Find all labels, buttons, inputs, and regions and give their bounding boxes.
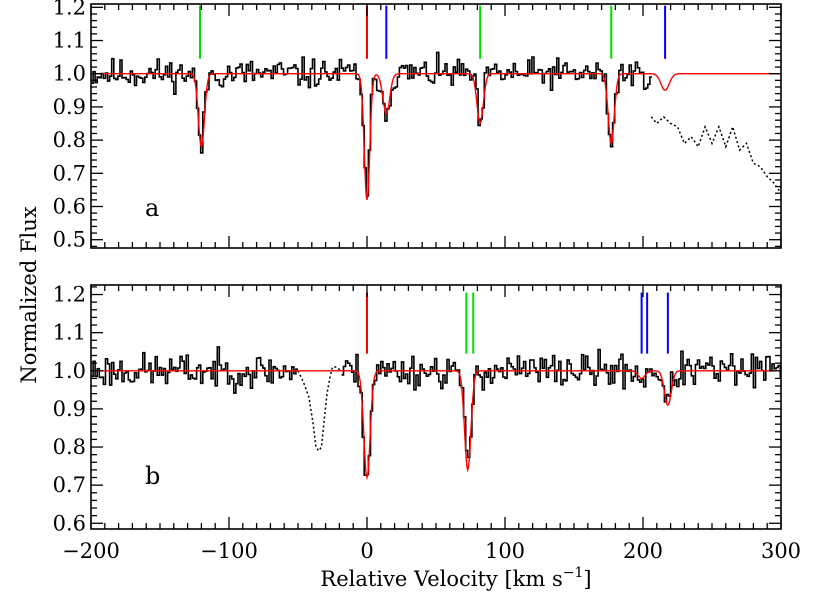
y-tick-label: 0.7	[53, 161, 86, 185]
x-tick-label: 300	[761, 539, 801, 563]
y-tick-label: 1.0	[53, 359, 86, 383]
y-axis-title: Normalized Flux	[17, 206, 41, 383]
panel-a: 0.5 0.6 0.7 0.8 0.9 1.0 1.1 1.2 a	[53, 0, 782, 252]
panel-data-layer	[91, 51, 781, 201]
x-axis-title-main: Relative Velocity [km s	[320, 567, 562, 591]
y-tick-label: 0.8	[53, 435, 86, 459]
y-tick-label: 0.7	[53, 473, 86, 497]
y-tick-label: 0.6	[53, 511, 86, 535]
panel-data-layer	[91, 346, 781, 481]
panel-frame	[90, 3, 782, 249]
x-tick-label: 0	[360, 539, 373, 563]
y-tick-label: 1.1	[53, 29, 86, 53]
panel-label: b	[145, 462, 160, 490]
x-tick-label: −200	[62, 539, 120, 563]
x-tick-label: −100	[200, 539, 258, 563]
model-fit-line	[91, 370, 781, 481]
panel-b: 0.6 0.7 0.8 0.9 1.0 1.1 1.2 b	[53, 283, 782, 535]
y-tick-label: 0.9	[53, 95, 86, 119]
x-axis-title-tail: ]	[583, 567, 591, 591]
x-axis-title: Relative Velocity [km s−1]	[320, 565, 591, 591]
x-tick-label: 100	[485, 539, 525, 563]
y-tick-label: 1.0	[53, 62, 86, 86]
y-tick-label: 0.8	[53, 128, 86, 152]
y-tick-label: 0.6	[53, 195, 86, 219]
y-tick-label: 1.2	[53, 283, 86, 307]
blended-region-dotted-line	[650, 115, 781, 194]
x-tick-label: 200	[623, 539, 663, 563]
y-tick-label: 0.9	[53, 397, 86, 421]
x-axis-title-exponent: −1	[563, 565, 584, 581]
observed-spectrum-line	[91, 346, 781, 476]
y-tick-label: 1.1	[53, 321, 86, 345]
panel-frame	[90, 284, 782, 530]
model-fit-line	[91, 73, 781, 201]
y-tick-label: 0.5	[53, 228, 86, 252]
blended-region-dotted-line	[297, 366, 342, 453]
panel-label: a	[145, 194, 159, 222]
y-tick-label: 1.2	[53, 0, 86, 19]
